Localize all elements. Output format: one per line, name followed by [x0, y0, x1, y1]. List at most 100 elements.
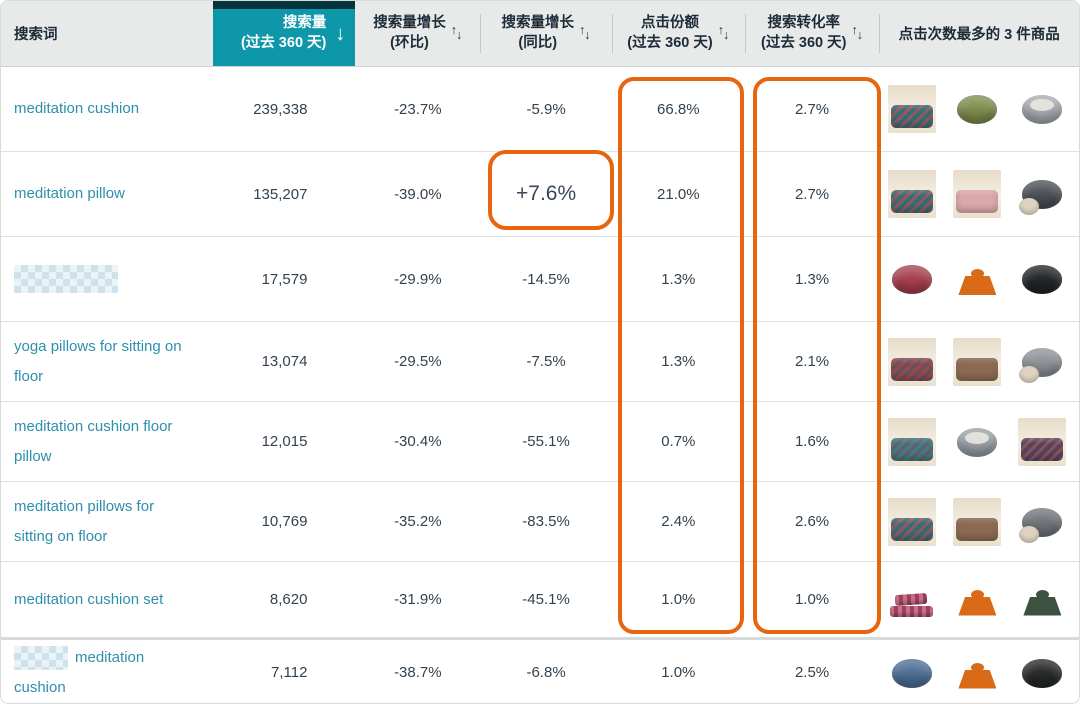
product-image[interactable] [953, 648, 1002, 697]
search-volume-cell: 13,074 [213, 322, 356, 401]
round-duo-shape [1019, 525, 1040, 543]
growth-yoy-value: -83.5% [522, 513, 570, 530]
search-term-link[interactable]: yoga pillows for sitting on floor [14, 338, 182, 385]
search-volume-value: 17,579 [261, 270, 308, 288]
click-share-cell: 66.8% [612, 67, 745, 151]
product-image[interactable] [953, 417, 1002, 466]
search-volume-cell: 12,015 [213, 402, 356, 481]
sort-desc-icon[interactable] [335, 24, 345, 44]
product-image[interactable] [1018, 337, 1067, 386]
conversion-rate-value: 2.7% [794, 185, 830, 203]
growth-qoq-cell: -30.4% [355, 402, 480, 481]
column-header-volume[interactable]: 搜索量 (过去 360 天) [212, 1, 356, 66]
scene-square-shape [891, 517, 934, 541]
round-shape [1022, 658, 1063, 688]
column-header-click-share[interactable]: 点击份额 (过去 360 天) [611, 1, 745, 66]
product-image[interactable] [953, 497, 1002, 546]
product-image[interactable] [953, 337, 1002, 386]
product-image[interactable] [953, 170, 1002, 218]
search-term-link[interactable]: meditation cushion [14, 100, 140, 118]
scene-square-shape [891, 105, 934, 128]
product-image[interactable] [888, 85, 937, 133]
top-products-cell [879, 402, 1079, 481]
trapezoid-shape [971, 662, 985, 672]
conversion-rate-value: 1.3% [794, 270, 830, 288]
product-image[interactable] [1018, 85, 1067, 133]
search-term-link[interactable]: meditation pillows for sitting on floor [14, 498, 155, 545]
growth-qoq-cell: -23.7% [355, 67, 480, 151]
search-term-link[interactable]: meditation cushion floor pillow [14, 418, 173, 465]
product-image[interactable] [888, 337, 937, 386]
scene-square-shape [891, 357, 934, 381]
growth-qoq-value: -35.2% [394, 513, 442, 530]
click-share-value: 0.7% [661, 433, 696, 450]
trapezoid-shape [958, 669, 997, 689]
product-image[interactable] [953, 575, 1002, 624]
column-label-products: 点击次数最多的 3 件商品 [898, 27, 1060, 43]
round-shape [1030, 99, 1055, 111]
conversion-rate-cell: 2.6% [745, 482, 880, 561]
trapezoid-shape [1023, 596, 1062, 616]
scene-square-shape [1021, 437, 1064, 461]
conversion-rate-value: 2.1% [794, 353, 830, 370]
product-image[interactable] [888, 417, 937, 466]
redacted-term [14, 265, 118, 294]
top-products-cell [879, 322, 1079, 401]
product-image[interactable] [1018, 255, 1067, 303]
product-image[interactable] [1018, 575, 1067, 624]
growth-qoq-value: -39.0% [394, 185, 442, 203]
click-share-cell: 1.0% [612, 640, 745, 703]
column-sublabel-click-share: (过去 360 天) [627, 34, 713, 51]
click-share-value: 66.8% [657, 100, 700, 118]
product-image[interactable] [888, 648, 937, 697]
search-term-link[interactable]: meditation cushion [14, 643, 191, 702]
search-volume-cell: 8,620 [213, 562, 356, 637]
column-label-click-share: 点击份额 [641, 14, 699, 31]
search-term-link[interactable] [14, 264, 118, 294]
column-label-term: 搜索词 [14, 27, 58, 43]
round-duo-shape [1019, 198, 1040, 215]
growth-yoy-cell: -45.1% [480, 562, 612, 637]
conversion-rate-cell: 2.7% [745, 67, 880, 151]
redacted-term-prefix [14, 646, 68, 671]
click-share-value: 21.0% [657, 185, 700, 203]
product-image[interactable] [1018, 497, 1067, 546]
search-volume-cell: 7,112 [213, 640, 356, 703]
search-volume-value: 7,112 [271, 664, 308, 681]
column-sublabel-growth-qoq: (环比) [390, 34, 429, 51]
product-image[interactable] [888, 575, 937, 624]
sort-toggle-icon[interactable] [851, 27, 863, 40]
conversion-rate-cell: 2.5% [745, 640, 880, 703]
product-image[interactable] [1018, 170, 1067, 218]
column-header-growth-qoq[interactable]: 搜索量增长 (环比) [355, 1, 480, 66]
table-row: meditation cushion 239,338 -23.7% -5.9% 66.8… [1, 67, 1079, 151]
sort-toggle-icon[interactable] [718, 27, 730, 40]
search-volume-cell: 239,338 [213, 67, 356, 151]
search-term-link[interactable]: meditation pillow [14, 185, 125, 203]
column-header-products: 点击次数最多的 3 件商品 [879, 1, 1079, 66]
search-volume-cell: 17,579 [213, 237, 356, 321]
product-image[interactable] [1018, 648, 1067, 697]
growth-yoy-value: -6.8% [526, 664, 566, 681]
sort-toggle-icon[interactable] [579, 27, 591, 40]
column-label-volume: 搜索量 [282, 14, 327, 31]
conversion-rate-cell: 2.7% [745, 152, 880, 236]
product-image[interactable] [1018, 417, 1067, 466]
product-image[interactable] [953, 255, 1002, 303]
product-image[interactable] [888, 497, 937, 546]
click-share-cell: 0.7% [612, 402, 745, 481]
table-row: meditation cushion 7,112 -38.7% -6.8% 1.0% 2.… [1, 637, 1079, 703]
product-image[interactable] [888, 170, 937, 218]
product-image[interactable] [953, 85, 1002, 133]
search-volume-cell: 10,769 [213, 482, 356, 561]
column-header-conversion[interactable]: 搜索转化率 (过去 360 天) [744, 1, 880, 66]
column-header-growth-yoy[interactable]: 搜索量增长 (同比) [480, 1, 612, 66]
conversion-rate-value: 2.6% [794, 513, 830, 530]
sort-toggle-icon[interactable] [451, 27, 463, 40]
click-share-cell: 21.0% [612, 152, 745, 236]
growth-yoy-cell: -14.5% [480, 237, 612, 321]
search-term-link[interactable]: meditation cushion set [14, 590, 164, 608]
product-image[interactable] [888, 255, 937, 303]
column-label-growth-yoy: 搜索量增长 [501, 14, 575, 31]
